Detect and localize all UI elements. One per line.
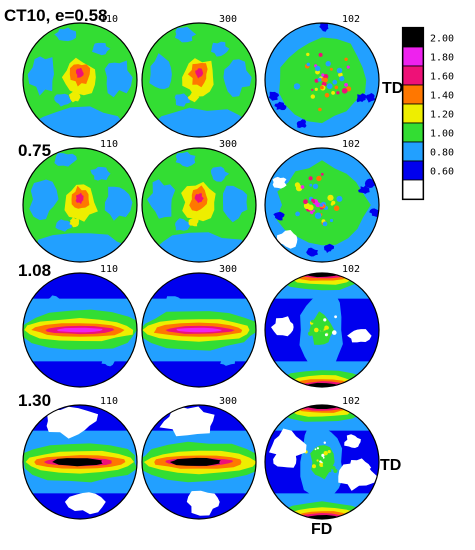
pole-figure-outline	[22, 272, 138, 388]
colorbar-swatch	[402, 179, 424, 200]
pole-figure-110: 110	[22, 14, 138, 138]
colorbar-tick-label: 1.20	[430, 110, 454, 121]
pole-figure-outline	[264, 22, 380, 138]
td-label-bottom: TD	[380, 457, 401, 474]
pole-figure-300: 300	[141, 396, 257, 520]
colorbar-swatch	[402, 27, 424, 48]
colorbar-tick-label: 1.80	[430, 53, 454, 64]
pole-figure-300: 300	[141, 139, 257, 263]
row-label-4: 1.30	[18, 391, 51, 410]
pole-figure-outline	[141, 22, 257, 138]
pole-figure-102: 102	[264, 264, 380, 388]
colorbar-tick-label: 1.00	[430, 129, 454, 140]
pole-hkl-label: 300	[219, 14, 237, 25]
td-label-top: TD	[382, 80, 403, 97]
pole-figure-outline	[22, 22, 138, 138]
colorbar-tick-label: 2.00	[430, 34, 454, 45]
pole-hkl-label: 102	[342, 396, 360, 407]
pole-hkl-label: 300	[219, 264, 237, 275]
colorbar-swatch	[402, 103, 424, 124]
pole-hkl-label: 102	[342, 139, 360, 150]
row-label-3: 1.08	[18, 261, 51, 280]
pole-figures: 110 300 102 110 300 102 110 300 102 110 300 102	[22, 14, 380, 520]
pole-figure-102: 102	[264, 396, 380, 520]
pole-hkl-label: 110	[100, 264, 118, 275]
pole-figure-outline	[22, 147, 138, 263]
colorbar-swatch	[402, 160, 424, 181]
colorbar-tick-label: 0.80	[430, 148, 454, 159]
pole-figure-outline	[141, 272, 257, 388]
pole-figure-110: 110	[22, 396, 138, 520]
pole-figure-outline	[141, 404, 257, 520]
pole-figure-102: 102	[264, 139, 380, 263]
colorbar-swatch	[402, 84, 424, 105]
colorbar-swatch	[402, 65, 424, 86]
colorbar-tick-label: 0.60	[430, 167, 454, 178]
pole-figure-outline	[141, 147, 257, 263]
pole-hkl-label: 110	[100, 14, 118, 25]
pole-hkl-label: 102	[342, 264, 360, 275]
pole-hkl-label: 110	[100, 396, 118, 407]
colorbar-tick-label: 1.60	[430, 72, 454, 83]
pole-figure-110: 110	[22, 264, 138, 388]
fd-label: FD	[311, 521, 332, 538]
pole-figure-outline	[264, 147, 380, 263]
pole-figure-300: 300	[141, 264, 257, 388]
pole-figure-300: 300	[141, 14, 257, 138]
pole-figure-outline	[264, 272, 380, 388]
pole-figure-outline	[22, 404, 138, 520]
pole-hkl-label: 300	[219, 396, 237, 407]
pole-hkl-label: 300	[219, 139, 237, 150]
pole-figure-outline	[264, 404, 380, 520]
colorbar-swatch	[402, 46, 424, 67]
colorbar-swatch	[402, 141, 424, 162]
row-label-2: 0.75	[18, 141, 51, 160]
pole-hkl-label: 110	[100, 139, 118, 150]
pole-hkl-label: 102	[342, 14, 360, 25]
colorbar: 2.00 1.80 1.60 1.40 1.20 1.00 0.80 0.60	[401, 26, 454, 201]
colorbar-swatch	[402, 122, 424, 143]
colorbar-frame	[401, 26, 425, 201]
pole-figure-110: 110	[22, 139, 138, 263]
colorbar-tick-label: 1.40	[430, 91, 454, 102]
row-label-1: CT10, e=0.58	[4, 6, 108, 25]
pole-figure-102: 102	[264, 14, 380, 138]
